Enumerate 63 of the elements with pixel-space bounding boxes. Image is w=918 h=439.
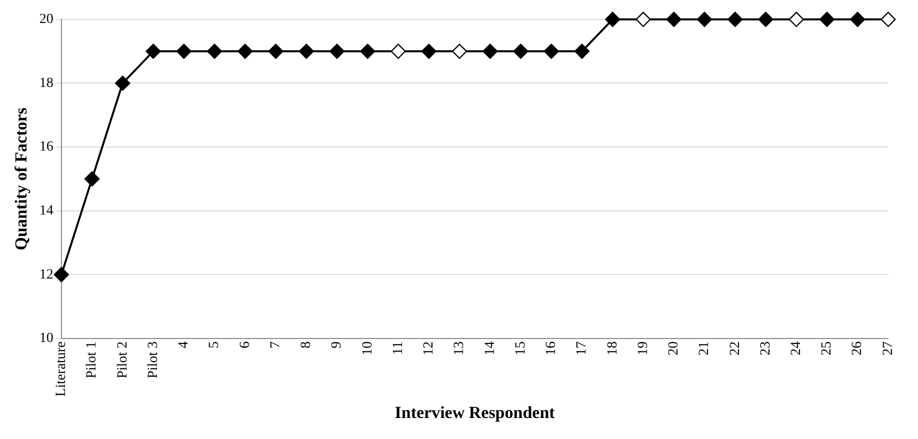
- point: [636, 12, 651, 27]
- point: [84, 171, 100, 187]
- x-tick-label: 25: [820, 341, 835, 356]
- x-tick-label: 14: [482, 341, 498, 356]
- point: [329, 44, 345, 59]
- x-tick-label: Literature: [54, 341, 70, 397]
- x-tick-label: 22: [728, 341, 743, 356]
- y-tick-label: 12: [39, 267, 54, 282]
- point: [819, 12, 835, 27]
- x-tick-label: 11: [390, 341, 406, 355]
- x-tick-label: Pilot 3: [146, 341, 161, 378]
- x-tick-label: 17: [574, 341, 590, 356]
- x-tick-label: 4: [176, 341, 192, 348]
- x-tick-label: 7: [268, 341, 284, 348]
- x-tick-label: 9: [330, 341, 345, 348]
- point: [788, 12, 804, 27]
- x-tick-label: 12: [422, 341, 437, 356]
- point: [421, 44, 436, 59]
- x-tick-label: 15: [513, 341, 528, 356]
- point: [605, 12, 620, 27]
- y-tick-label: 16: [39, 140, 54, 155]
- point: [727, 12, 743, 27]
- point: [544, 44, 559, 59]
- point: [298, 44, 314, 59]
- x-tick-label: 20: [666, 341, 682, 356]
- x-tick-label: 21: [697, 341, 712, 356]
- y-tick-label: 14: [39, 203, 54, 218]
- point: [115, 76, 130, 91]
- x-tick-label: 26: [850, 341, 866, 356]
- x-tick-label: 24: [789, 341, 804, 356]
- point: [54, 267, 69, 282]
- point: [238, 44, 253, 59]
- x-tick-label: 8: [299, 341, 314, 348]
- point: [268, 44, 284, 59]
- point: [758, 12, 774, 27]
- x-tick-label: 5: [207, 341, 222, 348]
- x-tick-label: 10: [360, 341, 376, 356]
- y-axis-title: Quantity of Factors: [12, 107, 31, 250]
- x-tick-label: Pilot 2: [115, 341, 130, 378]
- point: [513, 44, 528, 59]
- point: [696, 12, 712, 27]
- point: [390, 44, 406, 59]
- point: [850, 12, 866, 27]
- y-tick-label: 18: [39, 76, 54, 91]
- x-tick-label: 27: [880, 341, 896, 356]
- point: [574, 44, 590, 59]
- point: [666, 12, 682, 27]
- point: [452, 44, 468, 59]
- x-tick-label: Pilot 1: [84, 341, 100, 378]
- point: [206, 44, 222, 59]
- x-tick-label: 6: [238, 341, 253, 348]
- x-axis-title: Interview Respondent: [394, 403, 556, 422]
- x-tick-label: 19: [636, 341, 651, 356]
- y-tick-label: 20: [39, 12, 54, 28]
- point: [176, 44, 192, 59]
- point: [482, 44, 498, 59]
- x-tick-label: 16: [544, 341, 560, 356]
- x-tick-label: 18: [605, 341, 620, 356]
- x-tick-label: 23: [758, 341, 774, 356]
- x-tick-label: 13: [452, 341, 468, 356]
- point: [360, 44, 376, 59]
- point: [146, 44, 161, 59]
- point: [880, 12, 896, 27]
